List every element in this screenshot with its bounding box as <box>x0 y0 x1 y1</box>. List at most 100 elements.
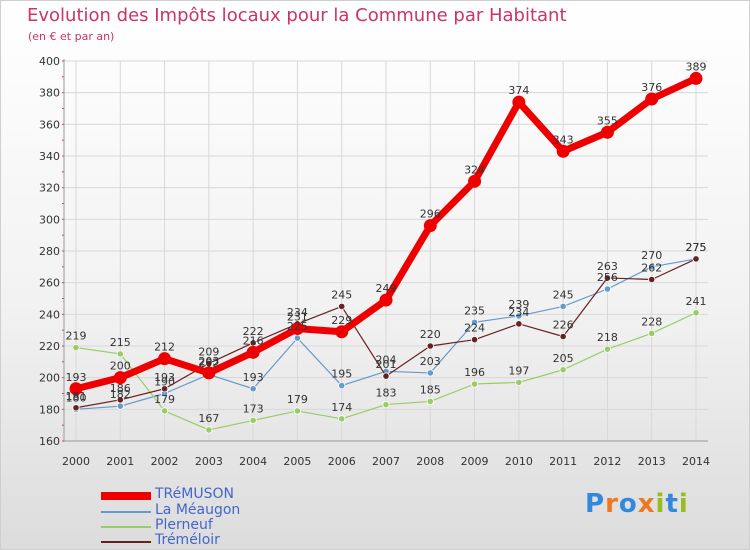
data-label: 231 <box>287 311 308 324</box>
data-label: 239 <box>508 298 529 311</box>
data-label: 228 <box>641 315 662 328</box>
chart-subtitle: (en € et par an) <box>28 30 115 43</box>
data-point-tremeloir <box>338 302 346 311</box>
chart-title: Evolution des Impôts locaux pour la Comm… <box>27 5 567 26</box>
y-tick-label: 300 <box>39 213 60 226</box>
logo-letter: P <box>585 489 606 519</box>
x-tick-label: 2003 <box>195 455 223 468</box>
data-point-tremeloir <box>648 275 656 284</box>
data-label: 270 <box>641 249 662 262</box>
data-label: 263 <box>597 260 618 273</box>
legend-swatch-la-meaugon <box>101 511 151 513</box>
data-point-plerneuf <box>515 378 523 387</box>
data-label: 197 <box>508 364 529 377</box>
data-point-tremuson <box>335 325 349 339</box>
data-label: 203 <box>198 355 219 368</box>
x-tick-label: 2013 <box>638 455 666 468</box>
x-tick-label: 2001 <box>106 455 134 468</box>
data-point-tremuson <box>512 95 526 109</box>
data-point-plerneuf <box>470 380 479 388</box>
x-tick-label: 2014 <box>682 455 710 468</box>
data-point-tremeloir <box>426 342 434 350</box>
data-label: 190 <box>154 376 175 389</box>
data-label: 174 <box>331 401 352 414</box>
data-label: 229 <box>331 314 352 327</box>
data-label: 343 <box>553 133 574 146</box>
y-tick-label: 220 <box>39 340 60 353</box>
data-label: 262 <box>641 262 662 275</box>
data-label: 182 <box>110 388 131 401</box>
data-label: 186 <box>110 382 131 395</box>
x-tick-label: 2000 <box>62 455 90 468</box>
x-tick-label: 2002 <box>151 455 179 468</box>
data-point-la-meaugon <box>249 385 257 393</box>
data-point-tremuson <box>69 382 83 396</box>
data-label: 245 <box>553 288 574 301</box>
data-label: 212 <box>154 341 175 354</box>
data-point-tremuson <box>158 352 172 366</box>
y-tick-label: 380 <box>39 87 60 100</box>
data-point-tremuson <box>689 71 703 85</box>
data-label: 181 <box>66 390 87 403</box>
data-point-la-meaugon <box>338 381 346 390</box>
legend-swatch-plerneuf <box>101 526 151 528</box>
y-tick-label: 180 <box>39 403 60 416</box>
data-label: 179 <box>287 393 308 406</box>
data-point-tremeloir <box>116 396 124 404</box>
data-point-tremeloir <box>515 320 523 328</box>
x-tick-label: 2012 <box>593 455 621 468</box>
x-tick-label: 2007 <box>372 455 400 468</box>
legend-label-la-meaugon: La Méaugon <box>155 502 241 518</box>
data-label: 218 <box>597 331 618 344</box>
data-label: 180 <box>66 391 87 404</box>
data-point-tremeloir <box>160 385 169 393</box>
data-point-tremuson <box>379 293 393 307</box>
logo-letter: i <box>678 489 689 519</box>
data-label: 234 <box>287 306 308 319</box>
data-point-plerneuf <box>338 415 346 423</box>
data-label: 241 <box>686 295 707 308</box>
x-tick-label: 2005 <box>283 455 311 468</box>
data-point-tremuson <box>600 125 614 139</box>
data-label: 234 <box>508 306 529 319</box>
data-point-plerneuf <box>603 345 612 353</box>
data-label: 222 <box>243 325 264 338</box>
data-point-plerneuf <box>160 407 169 415</box>
proxiti-logo: Proxiti <box>585 489 689 519</box>
data-point-plerneuf <box>692 309 700 317</box>
data-label: 185 <box>420 383 441 396</box>
data-point-plerneuf <box>205 426 213 434</box>
data-point-la-meaugon <box>648 263 656 271</box>
data-label: 183 <box>376 387 397 400</box>
data-point-la-meaugon <box>470 318 479 326</box>
data-label: 167 <box>198 412 219 425</box>
data-point-tremuson <box>202 366 216 380</box>
data-point-plerneuf <box>426 397 434 406</box>
legend-label-tremeloir: Tréméloir <box>155 532 220 548</box>
legend-label-plerneuf: Plerneuf <box>155 517 213 533</box>
data-label: 200 <box>110 360 131 373</box>
data-point-tremuson <box>290 322 304 336</box>
logo-letter: o <box>618 489 638 519</box>
data-point-la-meaugon <box>559 302 567 311</box>
data-label: 209 <box>198 345 219 358</box>
data-label: 225 <box>287 320 308 333</box>
data-point-plerneuf <box>382 400 390 409</box>
x-tick-label: 2009 <box>461 455 489 468</box>
data-label: 173 <box>243 402 264 415</box>
data-point-tremuson <box>113 371 127 385</box>
logo-letter: i <box>655 489 666 519</box>
y-tick-label: 340 <box>39 150 60 163</box>
data-point-la-meaugon <box>426 369 434 377</box>
data-label: 219 <box>66 330 87 343</box>
logo-letter: x <box>637 489 656 519</box>
data-label: 296 <box>420 208 441 221</box>
x-tick-label: 2011 <box>549 455 577 468</box>
data-label: 193 <box>154 371 175 384</box>
data-label: 376 <box>641 81 662 94</box>
y-tick-label: 400 <box>39 55 60 68</box>
data-label: 193 <box>243 371 264 384</box>
data-label: 220 <box>420 328 441 341</box>
data-label: 205 <box>553 352 574 365</box>
data-label: 195 <box>331 368 352 381</box>
